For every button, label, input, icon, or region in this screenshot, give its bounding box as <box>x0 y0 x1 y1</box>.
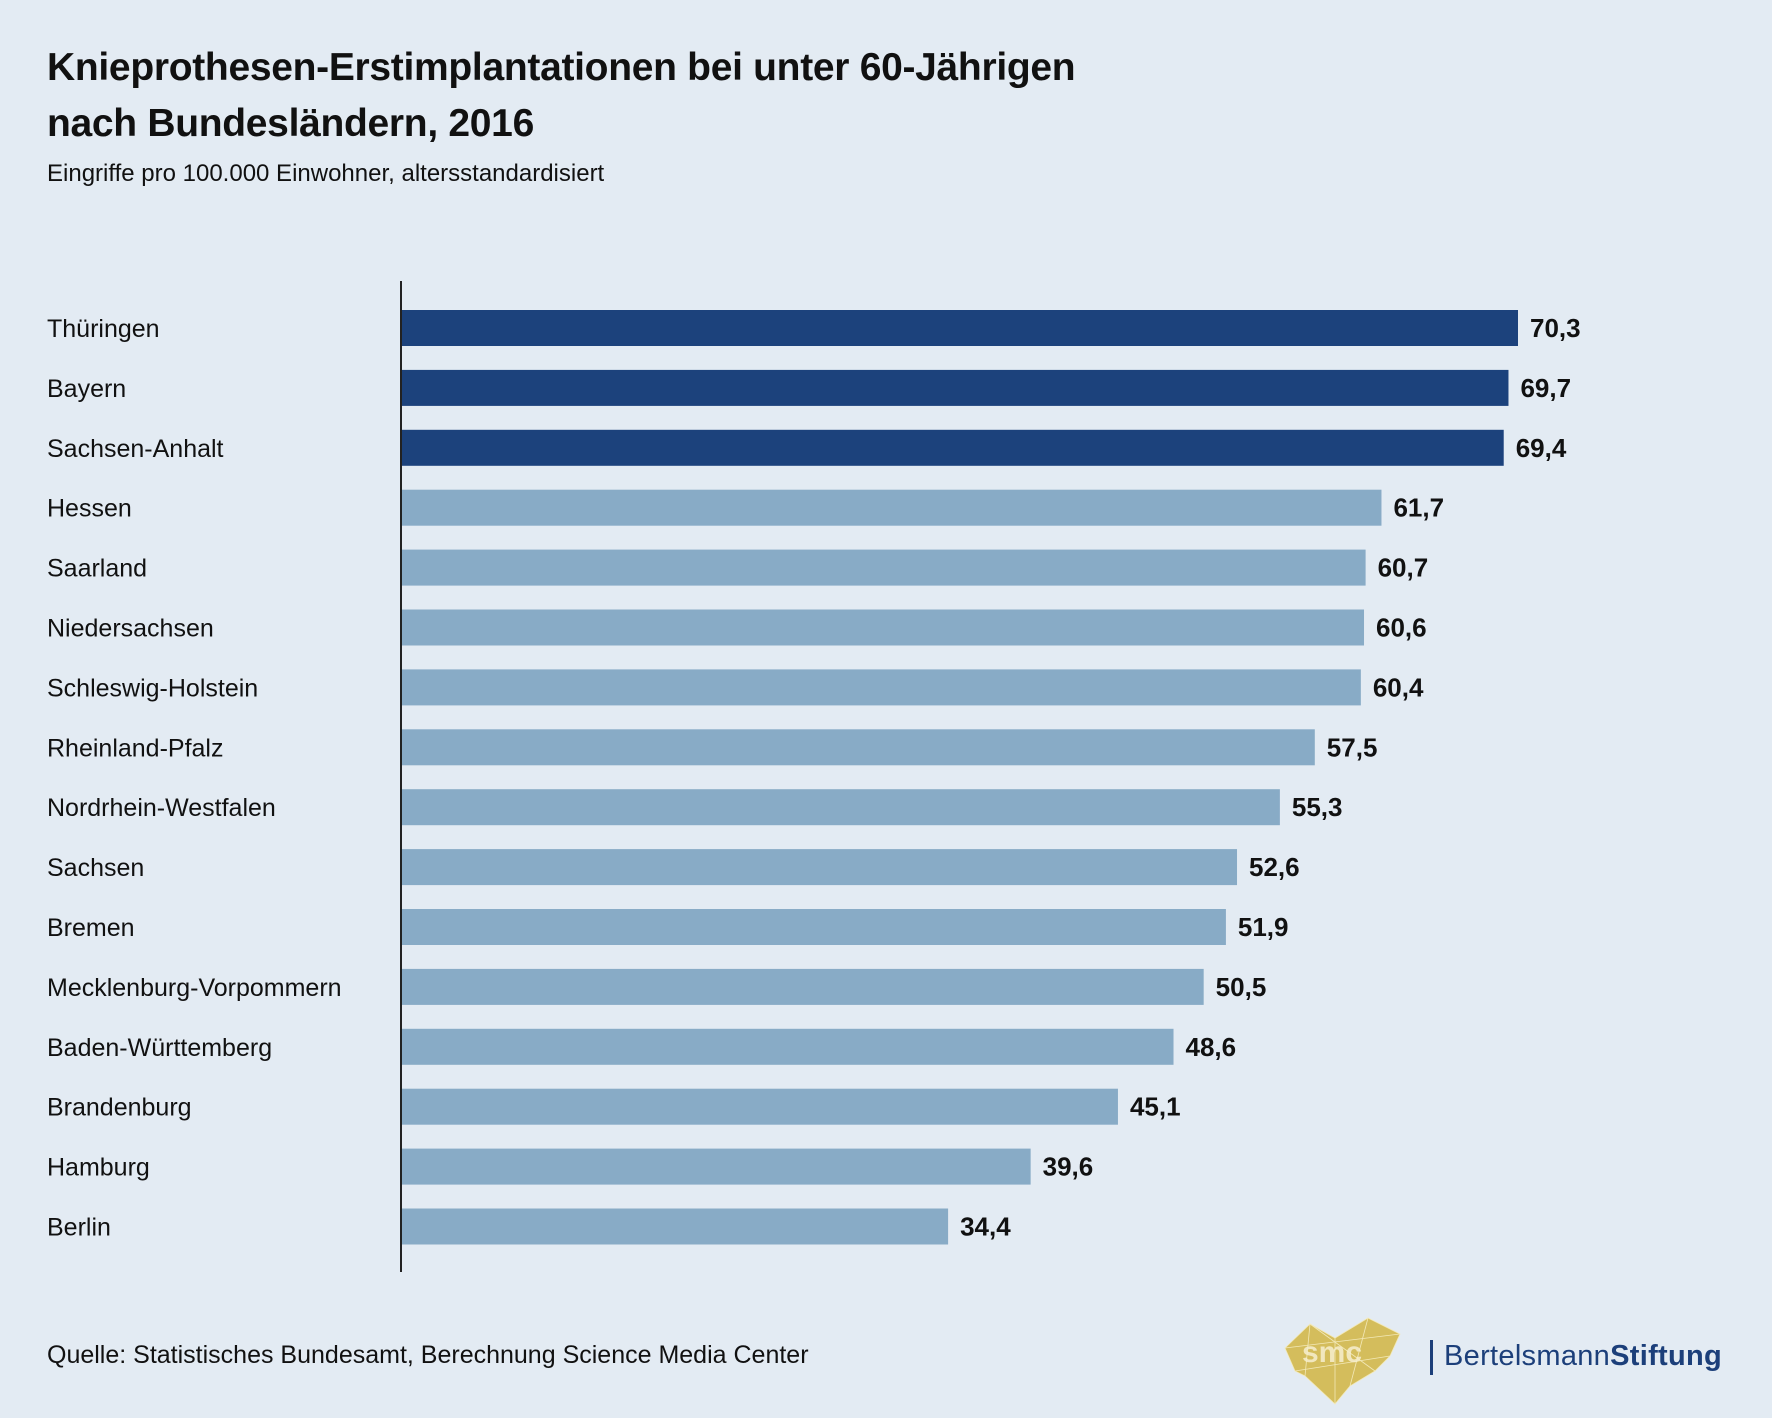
bar <box>402 729 1315 766</box>
category-label: Berlin <box>47 1214 111 1242</box>
value-label: 60,7 <box>1378 553 1429 583</box>
value-label: 69,7 <box>1520 373 1571 403</box>
bar <box>402 310 1518 346</box>
value-label: 50,5 <box>1216 972 1267 1002</box>
value-label: 52,6 <box>1249 852 1300 882</box>
category-label: Saarland <box>47 555 147 583</box>
category-label: Mecklenburg-Vorpommern <box>47 974 342 1002</box>
value-label: 39,6 <box>1043 1152 1094 1182</box>
chart-subtitle: Eingriffe pro 100.000 Einwohner, alterss… <box>47 160 605 187</box>
category-label: Baden-Württemberg <box>47 1034 272 1062</box>
category-label: Brandenburg <box>47 1094 192 1122</box>
category-label: Thüringen <box>47 315 160 343</box>
brand-separator <box>1430 1340 1433 1375</box>
value-label: 48,6 <box>1186 1032 1237 1062</box>
smc-logo: smc <box>1284 1317 1401 1405</box>
value-label: 69,4 <box>1516 433 1567 463</box>
category-label: Bremen <box>47 914 135 942</box>
bar <box>402 489 1382 526</box>
category-label: Sachsen-Anhalt <box>47 435 224 463</box>
bar <box>402 1208 949 1245</box>
value-label: 51,9 <box>1238 912 1289 942</box>
category-label: Sachsen <box>47 854 144 882</box>
source-note: Quelle: Statistisches Bundesamt, Berechn… <box>47 1341 809 1369</box>
bar <box>402 909 1226 945</box>
value-label: 55,3 <box>1292 792 1343 822</box>
value-label: 60,4 <box>1373 672 1424 702</box>
chart-title: Knieprothesen-Erstimplantationen bei unt… <box>47 40 1076 152</box>
bar <box>402 369 1509 406</box>
chart-title-line2: nach Bundesländern, 2016 <box>47 102 534 145</box>
brand-bold: Stiftung <box>1610 1340 1723 1372</box>
category-label: Schleswig-Holstein <box>47 674 258 702</box>
bar <box>402 669 1361 706</box>
category-label: Hessen <box>47 495 132 523</box>
bar <box>402 789 1280 826</box>
value-label: 70,3 <box>1530 313 1581 343</box>
bar <box>402 1088 1118 1125</box>
bar <box>402 849 1238 886</box>
chart-title-line1: Knieprothesen-Erstimplantationen bei unt… <box>47 46 1076 89</box>
category-label: Nordrhein-Westfalen <box>47 794 276 822</box>
value-label: 34,4 <box>960 1212 1011 1242</box>
bar <box>402 968 1204 1005</box>
bars-group: Thüringen 70,3 Bayern 69,7 Sachsen-Anhalt 69,… <box>47 310 1581 1245</box>
bertelsmann-stiftung-logo: BertelsmannStiftung <box>1444 1340 1722 1373</box>
bar <box>402 429 1504 466</box>
category-label: Rheinland-Pfalz <box>47 734 224 762</box>
value-label: 57,5 <box>1327 732 1378 762</box>
brand-regular: Bertelsmann <box>1444 1340 1611 1372</box>
bar <box>402 609 1365 646</box>
category-label: Bayern <box>47 375 126 403</box>
smc-logo-text: smc <box>1302 1336 1362 1369</box>
category-label: Niedersachsen <box>47 615 214 643</box>
bar <box>402 1028 1174 1065</box>
value-label: 60,6 <box>1376 613 1427 643</box>
smc-logo-icon <box>1284 1317 1401 1405</box>
value-label: 45,1 <box>1130 1092 1181 1122</box>
category-label: Hamburg <box>47 1154 150 1182</box>
bar <box>402 549 1366 586</box>
bar <box>402 1148 1031 1185</box>
value-label: 61,7 <box>1393 493 1444 523</box>
